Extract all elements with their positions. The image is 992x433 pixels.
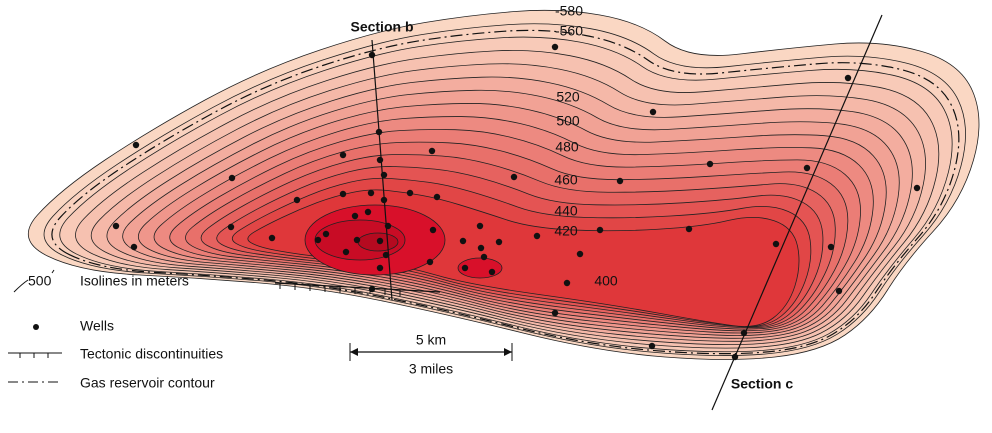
well — [685, 225, 693, 233]
contour-label: 500 — [556, 113, 580, 129]
well — [342, 248, 350, 256]
well — [648, 342, 656, 350]
legend-symbol: 500 — [28, 273, 52, 289]
section-label: Section b — [350, 19, 413, 35]
well — [706, 160, 714, 168]
well — [382, 251, 390, 259]
well — [551, 43, 559, 51]
well — [268, 234, 276, 242]
well — [130, 243, 138, 251]
well — [339, 190, 347, 198]
legend-fault — [8, 352, 62, 358]
section-b-line — [371, 39, 393, 301]
well — [112, 222, 120, 230]
well — [376, 237, 384, 245]
well — [429, 226, 437, 234]
well — [835, 287, 843, 295]
well — [367, 189, 375, 197]
contours — [27, 9, 980, 360]
well — [322, 230, 330, 238]
well — [488, 268, 496, 276]
scale-bar: 5 km 3 miles — [349, 332, 513, 377]
well — [314, 236, 322, 244]
well — [426, 258, 434, 266]
legend-label: Tectonic discontinuities — [80, 346, 223, 362]
well — [461, 264, 469, 272]
legend-well — [33, 324, 39, 330]
well — [616, 177, 624, 185]
contour-label: 480 — [555, 139, 579, 155]
well — [844, 74, 852, 82]
well — [353, 236, 361, 244]
contour-label: 460 — [554, 172, 578, 188]
fault — [274, 282, 441, 293]
legend: 500 Isolines in meters Wells Tectonic di… — [8, 269, 223, 391]
gas-contour — [51, 29, 960, 355]
legend-label: Gas reservoir contour — [80, 375, 215, 391]
well — [913, 184, 921, 192]
section-label: Section c — [731, 376, 793, 392]
well — [563, 279, 571, 287]
well — [376, 156, 384, 164]
well — [406, 189, 414, 197]
legend-isoline — [13, 279, 29, 293]
well — [596, 226, 604, 234]
well — [428, 147, 436, 155]
well — [480, 253, 488, 261]
well — [533, 232, 541, 240]
well — [368, 51, 376, 59]
scale-km: 5 km — [416, 332, 446, 348]
well — [477, 244, 485, 252]
contour-label: -580 — [555, 3, 583, 19]
well — [476, 222, 484, 230]
well — [351, 212, 359, 220]
well — [803, 164, 811, 172]
well — [551, 309, 559, 317]
contour-label: 440 — [554, 203, 578, 219]
well — [576, 250, 584, 258]
contour-labels: -580 -560 520 500 480 460 440 420 400 — [554, 3, 618, 289]
legend-isoline-tick — [51, 269, 55, 274]
well — [433, 193, 441, 201]
fault-ticks — [279, 283, 401, 296]
well — [649, 108, 657, 116]
contour-label: 520 — [556, 89, 580, 105]
contour-label: 420 — [554, 223, 578, 239]
well — [510, 173, 518, 181]
well — [227, 223, 235, 231]
scale-miles: 3 miles — [409, 361, 453, 377]
well — [228, 174, 236, 182]
well — [339, 151, 347, 159]
well — [772, 240, 780, 248]
well — [376, 264, 384, 272]
well — [293, 196, 301, 204]
legend-label: Isolines in meters — [80, 273, 189, 289]
contour-label: 400 — [594, 273, 618, 289]
well — [364, 208, 372, 216]
well — [459, 237, 467, 245]
legend-label: Wells — [80, 318, 114, 334]
well — [495, 238, 503, 246]
well — [827, 243, 835, 251]
contour-label: -560 — [555, 23, 583, 39]
section-c-line — [711, 14, 883, 411]
well — [132, 141, 140, 149]
